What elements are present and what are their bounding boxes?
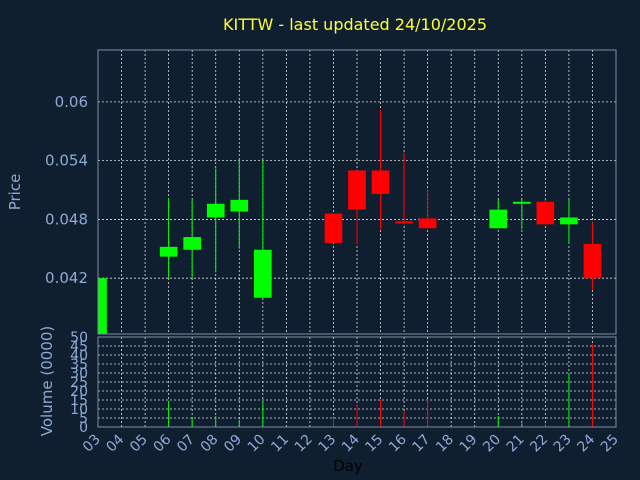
volume-tick-label: 10 [70, 402, 88, 418]
day-tick-label: 08 [198, 432, 222, 456]
day-tick-label: 25 [598, 432, 622, 456]
volume-tick-label: 0 [79, 420, 88, 436]
day-tick-label: 24 [574, 431, 598, 455]
volume-tick-label: 35 [70, 357, 88, 373]
day-tick-label: 09 [221, 432, 245, 456]
candle-body [418, 218, 437, 229]
day-tick-label: 20 [480, 432, 504, 456]
volume-tick-label: 40 [70, 348, 88, 364]
candle-body [348, 170, 366, 210]
day-tick-label: 10 [245, 432, 269, 456]
volume-tick-label: 5 [79, 411, 88, 427]
day-axis-label: Day [333, 457, 363, 475]
volume-tick-label: 30 [70, 366, 88, 382]
price-plot-frame [97, 49, 617, 335]
day-tick-label: 17 [410, 432, 434, 456]
day-tick-label: 14 [339, 431, 363, 455]
day-tick-label: 12 [292, 432, 316, 456]
price-tick-label: 0.054 [45, 152, 88, 170]
day-tick-label: 11 [268, 432, 292, 456]
candle-body [583, 243, 602, 279]
day-tick-label: 05 [127, 432, 151, 456]
price-axis-ticks: 0.042 0.048 0.054 0.06 [45, 93, 88, 287]
volume-tick-label: 50 [70, 330, 88, 346]
candle-body [98, 278, 107, 334]
candle-body [159, 246, 178, 257]
volume-bars [168, 344, 593, 427]
volume-plot-frame [97, 336, 617, 428]
candles [97, 109, 602, 334]
candle-body [489, 209, 508, 229]
volume-tick-label: 25 [70, 375, 88, 391]
day-tick-label: 15 [362, 432, 386, 456]
price-tick-label: 0.048 [45, 210, 88, 228]
day-tick-label: 18 [433, 432, 457, 456]
day-tick-label: 23 [551, 432, 575, 456]
price-axis-label: Price [6, 174, 24, 211]
volume-tick-label: 20 [70, 384, 88, 400]
price-tick-label: 0.06 [55, 93, 88, 111]
candle-body [183, 237, 202, 250]
candle-body [560, 217, 578, 225]
day-axis-ticks: 03 04 05 06 07 08 09 10 11 12 13 14 15 16 17 18 19 20 21 22… [80, 431, 622, 455]
day-tick-label: 22 [527, 432, 551, 456]
candle-body [206, 203, 225, 218]
day-tick-label: 21 [504, 432, 528, 456]
day-tick-label: 07 [174, 432, 198, 456]
day-tick-label: 04 [103, 431, 127, 455]
volume-tick-label: 45 [70, 339, 88, 355]
day-tick-label: 13 [315, 432, 339, 456]
day-tick-label: 06 [151, 431, 175, 455]
day-tick-label: 19 [457, 432, 481, 456]
day-tick-label: 16 [386, 431, 410, 455]
candle-body [371, 170, 390, 194]
volume-tick-label: 15 [70, 393, 88, 409]
candle-body [230, 199, 249, 212]
candle-body [253, 249, 272, 298]
candle-body [536, 201, 555, 225]
chart-title: KITTW - last updated 24/10/2025 [223, 15, 487, 34]
candle-body [324, 213, 343, 243]
candle-body [512, 201, 531, 204]
volume-axis-label: Volume (0000) [38, 326, 56, 436]
price-tick-label: 0.042 [45, 269, 88, 287]
candle-body [395, 221, 413, 224]
